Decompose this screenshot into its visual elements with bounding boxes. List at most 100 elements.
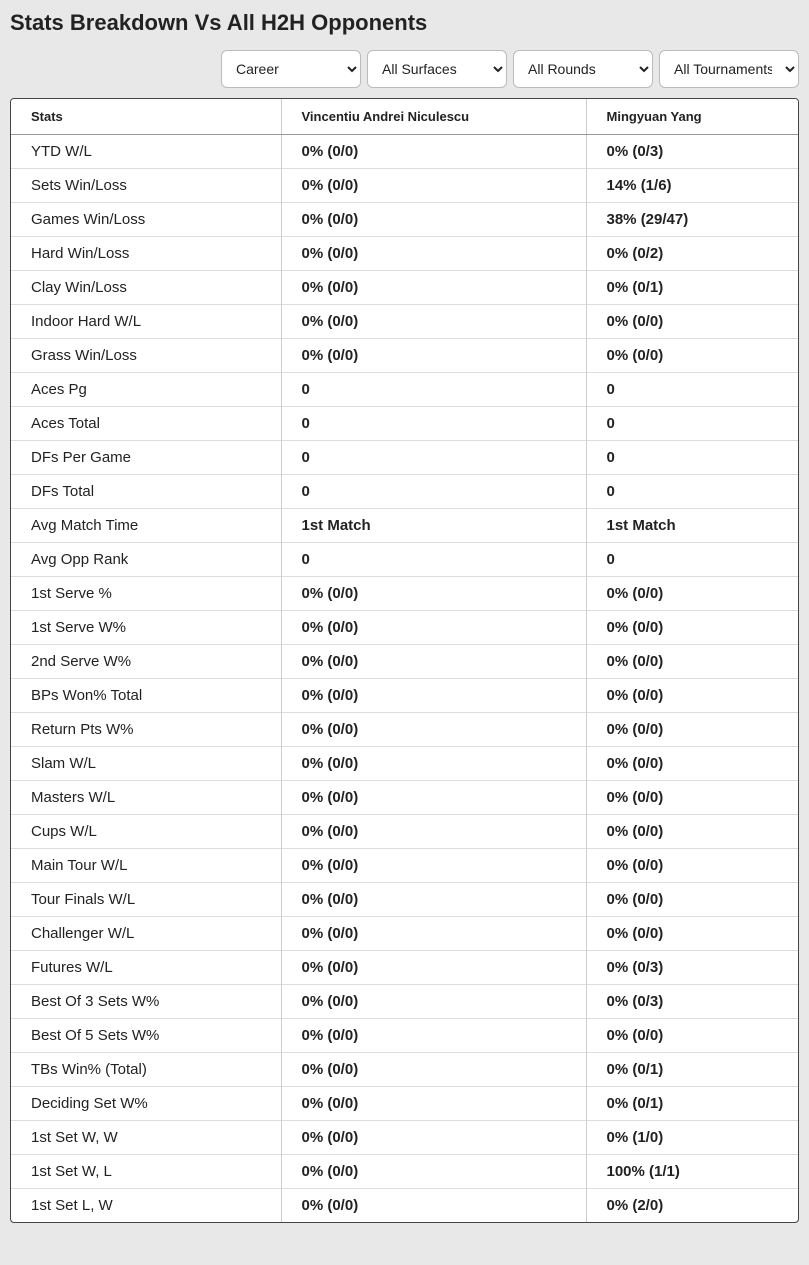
stat-label: Indoor Hard W/L [11, 305, 281, 339]
player2-value: 0% (0/0) [586, 305, 798, 339]
filters-bar: Career All Surfaces All Rounds All Tourn… [10, 50, 799, 88]
player2-value: 0% (0/3) [586, 135, 798, 169]
player2-value: 0% (0/3) [586, 985, 798, 1019]
player1-value: 0% (0/0) [281, 1053, 586, 1087]
player1-value: 0% (0/0) [281, 985, 586, 1019]
player1-value: 0% (0/0) [281, 781, 586, 815]
stat-label: Grass Win/Loss [11, 339, 281, 373]
table-row: 1st Serve W%0% (0/0)0% (0/0) [11, 611, 798, 645]
table-row: Futures W/L0% (0/0)0% (0/3) [11, 951, 798, 985]
player2-value: 0% (0/0) [586, 747, 798, 781]
table-row: 1st Set W, W0% (0/0)0% (1/0) [11, 1121, 798, 1155]
table-row: 2nd Serve W%0% (0/0)0% (0/0) [11, 645, 798, 679]
stats-table-wrap: Stats Vincentiu Andrei Niculescu Mingyua… [10, 98, 799, 1223]
table-row: Best Of 5 Sets W%0% (0/0)0% (0/0) [11, 1019, 798, 1053]
stat-label: TBs Win% (Total) [11, 1053, 281, 1087]
table-row: Tour Finals W/L0% (0/0)0% (0/0) [11, 883, 798, 917]
stat-label: YTD W/L [11, 135, 281, 169]
stat-label: Return Pts W% [11, 713, 281, 747]
stats-table: Stats Vincentiu Andrei Niculescu Mingyua… [11, 99, 798, 1222]
stat-label: 2nd Serve W% [11, 645, 281, 679]
player2-value: 0% (0/0) [586, 781, 798, 815]
player1-value: 0% (0/0) [281, 339, 586, 373]
stat-label: 1st Serve W% [11, 611, 281, 645]
stat-label: DFs Per Game [11, 441, 281, 475]
career-select[interactable]: Career [221, 50, 361, 88]
table-row: Return Pts W%0% (0/0)0% (0/0) [11, 713, 798, 747]
player2-value: 0% (2/0) [586, 1189, 798, 1223]
stat-label: Masters W/L [11, 781, 281, 815]
table-row: Best Of 3 Sets W%0% (0/0)0% (0/3) [11, 985, 798, 1019]
table-row: Hard Win/Loss0% (0/0)0% (0/2) [11, 237, 798, 271]
player1-value: 0% (0/0) [281, 169, 586, 203]
player2-value: 38% (29/47) [586, 203, 798, 237]
player2-value: 1st Match [586, 509, 798, 543]
table-row: YTD W/L0% (0/0)0% (0/3) [11, 135, 798, 169]
surface-select[interactable]: All Surfaces [367, 50, 507, 88]
player1-value: 0% (0/0) [281, 747, 586, 781]
player2-value: 0% (0/1) [586, 1087, 798, 1121]
table-row: Sets Win/Loss0% (0/0)14% (1/6) [11, 169, 798, 203]
table-row: 1st Set L, W0% (0/0)0% (2/0) [11, 1189, 798, 1223]
player2-value: 0 [586, 373, 798, 407]
stat-label: Avg Opp Rank [11, 543, 281, 577]
table-row: Indoor Hard W/L0% (0/0)0% (0/0) [11, 305, 798, 339]
player2-value: 0% (0/0) [586, 679, 798, 713]
player2-value: 0 [586, 543, 798, 577]
player1-value: 0% (0/0) [281, 951, 586, 985]
table-row: Deciding Set W%0% (0/0)0% (0/1) [11, 1087, 798, 1121]
stat-label: Sets Win/Loss [11, 169, 281, 203]
stat-label: Best Of 5 Sets W% [11, 1019, 281, 1053]
table-row: Main Tour W/L0% (0/0)0% (0/0) [11, 849, 798, 883]
player2-value: 0% (0/0) [586, 611, 798, 645]
stat-label: Futures W/L [11, 951, 281, 985]
table-row: Challenger W/L0% (0/0)0% (0/0) [11, 917, 798, 951]
stat-label: BPs Won% Total [11, 679, 281, 713]
table-row: Games Win/Loss0% (0/0)38% (29/47) [11, 203, 798, 237]
player1-value: 0% (0/0) [281, 611, 586, 645]
player1-value: 0 [281, 441, 586, 475]
round-select[interactable]: All Rounds [513, 50, 653, 88]
tournament-select[interactable]: All Tournaments [659, 50, 799, 88]
stat-label: 1st Set W, L [11, 1155, 281, 1189]
player1-value: 0 [281, 475, 586, 509]
stat-label: Deciding Set W% [11, 1087, 281, 1121]
player2-value: 0 [586, 441, 798, 475]
stat-label: Aces Total [11, 407, 281, 441]
col-header-player2: Mingyuan Yang [586, 99, 798, 135]
table-row: Slam W/L0% (0/0)0% (0/0) [11, 747, 798, 781]
stat-label: Games Win/Loss [11, 203, 281, 237]
player2-value: 0% (0/0) [586, 339, 798, 373]
player2-value: 14% (1/6) [586, 169, 798, 203]
stat-label: Main Tour W/L [11, 849, 281, 883]
player1-value: 0% (0/0) [281, 1189, 586, 1223]
stat-label: DFs Total [11, 475, 281, 509]
stat-label: Best Of 3 Sets W% [11, 985, 281, 1019]
player1-value: 0% (0/0) [281, 271, 586, 305]
player1-value: 0% (0/0) [281, 645, 586, 679]
player2-value: 0% (0/2) [586, 237, 798, 271]
table-row: Aces Total00 [11, 407, 798, 441]
player1-value: 0% (0/0) [281, 1155, 586, 1189]
player1-value: 0 [281, 543, 586, 577]
player1-value: 0% (0/0) [281, 849, 586, 883]
table-row: Clay Win/Loss0% (0/0)0% (0/1) [11, 271, 798, 305]
player2-value: 0% (0/0) [586, 917, 798, 951]
player2-value: 0% (0/0) [586, 815, 798, 849]
table-row: DFs Total00 [11, 475, 798, 509]
stat-label: Hard Win/Loss [11, 237, 281, 271]
player1-value: 0% (0/0) [281, 577, 586, 611]
player2-value: 0% (0/0) [586, 849, 798, 883]
player1-value: 0% (0/0) [281, 305, 586, 339]
player2-value: 0% (0/0) [586, 713, 798, 747]
table-row: 1st Set W, L0% (0/0)100% (1/1) [11, 1155, 798, 1189]
player2-value: 0 [586, 407, 798, 441]
player2-value: 0% (1/0) [586, 1121, 798, 1155]
table-row: Aces Pg00 [11, 373, 798, 407]
player2-value: 0% (0/1) [586, 271, 798, 305]
stat-label: 1st Set L, W [11, 1189, 281, 1223]
stat-label: Cups W/L [11, 815, 281, 849]
table-row: Cups W/L0% (0/0)0% (0/0) [11, 815, 798, 849]
player1-value: 0 [281, 373, 586, 407]
table-row: 1st Serve %0% (0/0)0% (0/0) [11, 577, 798, 611]
